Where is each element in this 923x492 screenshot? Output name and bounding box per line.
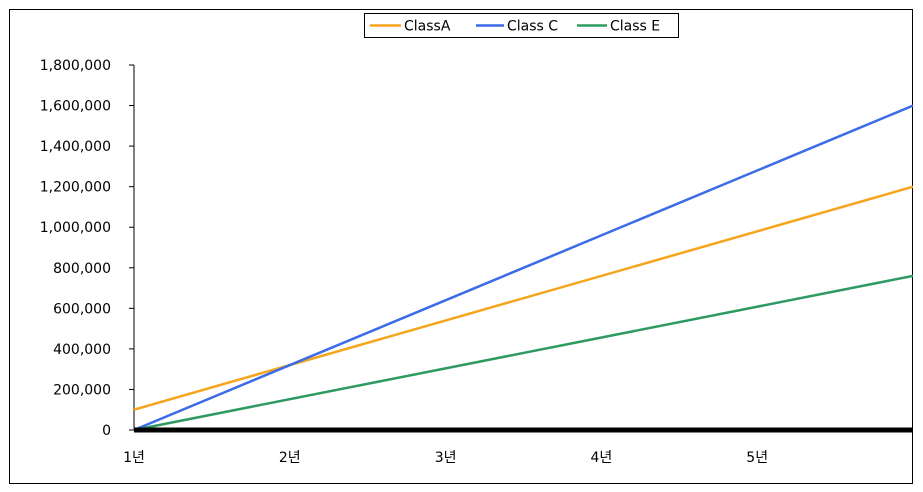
- legend-label-class-e: Class E: [610, 19, 660, 35]
- x-tick-label: 4년: [591, 450, 613, 466]
- legend-label-class-a: ClassA: [404, 19, 451, 35]
- x-tick-label: 5년: [746, 450, 768, 466]
- chart-frame: [9, 9, 913, 484]
- x-axis: 1년 2년 3년 4년 5년: [123, 427, 913, 466]
- series-line-class-e: [133, 274, 914, 432]
- y-tick-label: 400,000: [53, 342, 111, 358]
- y-tick-label: 800,000: [53, 261, 111, 277]
- y-tick-label: 1,000,000: [40, 220, 111, 236]
- y-tick-label: 1,600,000: [40, 99, 111, 115]
- y-tick-label: 600,000: [53, 301, 111, 317]
- y-tick-label: 0: [102, 423, 111, 439]
- legend: ClassA Class C Class E: [364, 13, 679, 38]
- x-tick-label: 1년: [123, 450, 145, 466]
- y-tick-label: 1,800,000: [40, 58, 111, 74]
- y-tick-label: 1,400,000: [40, 139, 111, 155]
- legend-label-class-c: Class C: [507, 19, 558, 35]
- x-tick-label: 3년: [435, 450, 457, 466]
- legend-box: [364, 13, 679, 38]
- series-line-classa: [133, 185, 914, 411]
- y-tick-label: 200,000: [53, 382, 111, 398]
- series-line-class-c: [133, 104, 914, 432]
- x-tick-label: 2년: [279, 450, 301, 466]
- y-axis: 0 200,000 400,000 600,000 800,000 1,000,000 1,…: [40, 58, 135, 439]
- series-layer: [133, 104, 914, 432]
- y-tick-label: 1,200,000: [40, 180, 111, 196]
